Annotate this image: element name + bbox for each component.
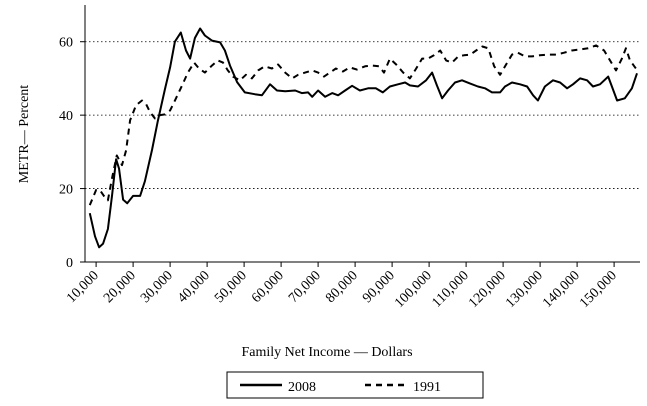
- x-tick-label: 10,000: [64, 268, 102, 306]
- series-line: [88, 44, 637, 206]
- y-tick-label: 60: [59, 36, 73, 51]
- x-tick-label: 120,000: [466, 268, 509, 311]
- x-tick-label: 20,000: [101, 268, 139, 306]
- y-tick-label: 0: [66, 256, 73, 271]
- y-tick-label: 40: [59, 109, 73, 124]
- x-tick-label: 140,000: [540, 268, 583, 311]
- x-axis-label: Family Net Income — Dollars: [241, 345, 412, 360]
- series-line: [88, 27, 638, 249]
- x-tick-label: 110,000: [430, 268, 472, 310]
- legend-box: [226, 371, 484, 399]
- x-tick-label: 50,000: [212, 268, 250, 306]
- x-tick-label: 30,000: [138, 268, 176, 306]
- y-axis-label: METR— Percent: [17, 85, 32, 183]
- x-tick-label: 60,000: [249, 268, 287, 306]
- y-tick-label: 20: [59, 183, 73, 198]
- x-tick-label: 100,000: [392, 268, 435, 311]
- x-tick-label: 70,000: [286, 268, 324, 306]
- x-tick-label: 80,000: [323, 268, 361, 306]
- legend-label: 2008: [288, 380, 316, 395]
- x-tick-label: 40,000: [175, 268, 213, 306]
- legend-label: 1991: [413, 380, 441, 395]
- x-tick-label: 130,000: [503, 268, 546, 311]
- x-tick-label: 150,000: [577, 268, 620, 311]
